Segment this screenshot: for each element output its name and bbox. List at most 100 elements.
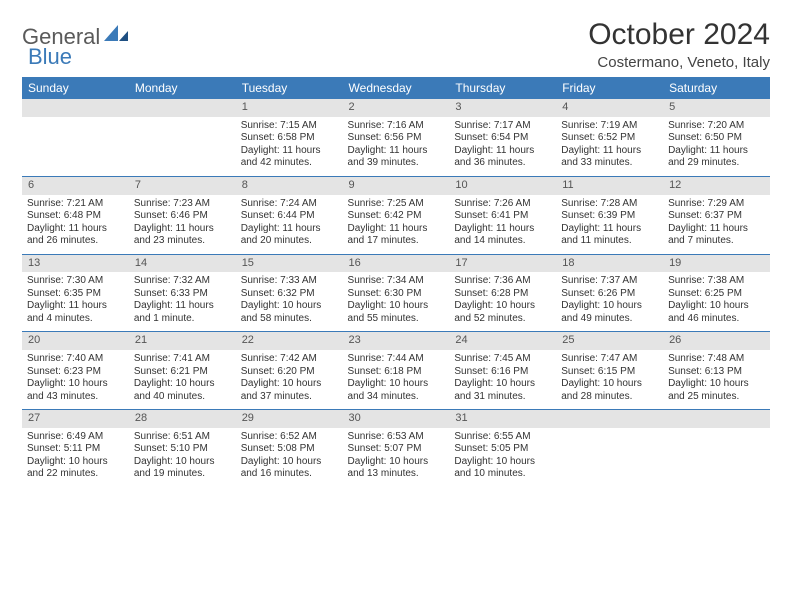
day-body: Sunrise: 7:33 AMSunset: 6:32 PMDaylight:… bbox=[236, 272, 343, 331]
day-body: Sunrise: 7:32 AMSunset: 6:33 PMDaylight:… bbox=[129, 272, 236, 331]
month-title: October 2024 bbox=[588, 18, 770, 52]
daylight-line: Daylight: 10 hours and 34 minutes. bbox=[348, 378, 445, 403]
daylight-line: Daylight: 11 hours and 29 minutes. bbox=[668, 145, 765, 170]
day-body: Sunrise: 6:53 AMSunset: 5:07 PMDaylight:… bbox=[343, 428, 450, 487]
logo-sail-icon bbox=[104, 25, 130, 50]
sunrise-line: Sunrise: 7:28 AM bbox=[561, 198, 658, 211]
sunrise-line: Sunrise: 7:30 AM bbox=[27, 275, 124, 288]
calendar-day-cell: 28Sunrise: 6:51 AMSunset: 5:10 PMDayligh… bbox=[129, 410, 236, 487]
sunrise-line: Sunrise: 7:38 AM bbox=[668, 275, 765, 288]
sunrise-line: Sunrise: 7:45 AM bbox=[454, 353, 551, 366]
sunrise-line: Sunrise: 7:34 AM bbox=[348, 275, 445, 288]
day-body: Sunrise: 7:44 AMSunset: 6:18 PMDaylight:… bbox=[343, 350, 450, 409]
sunset-line: Sunset: 5:10 PM bbox=[134, 443, 231, 456]
calendar-day-cell: 9Sunrise: 7:25 AMSunset: 6:42 PMDaylight… bbox=[343, 176, 450, 254]
day-number: 2 bbox=[343, 99, 450, 117]
calendar-day-cell: 19Sunrise: 7:38 AMSunset: 6:25 PMDayligh… bbox=[663, 254, 770, 332]
day-number: 1 bbox=[236, 99, 343, 117]
daylight-line: Daylight: 10 hours and 16 minutes. bbox=[241, 456, 338, 481]
sunrise-line: Sunrise: 7:24 AM bbox=[241, 198, 338, 211]
daylight-line: Daylight: 10 hours and 31 minutes. bbox=[454, 378, 551, 403]
day-body: Sunrise: 7:25 AMSunset: 6:42 PMDaylight:… bbox=[343, 195, 450, 254]
day-body: Sunrise: 6:51 AMSunset: 5:10 PMDaylight:… bbox=[129, 428, 236, 487]
sunset-line: Sunset: 6:28 PM bbox=[454, 288, 551, 301]
day-body bbox=[556, 428, 663, 486]
sunset-line: Sunset: 6:32 PM bbox=[241, 288, 338, 301]
sunset-line: Sunset: 6:46 PM bbox=[134, 210, 231, 223]
day-number: 28 bbox=[129, 410, 236, 428]
calendar-day-cell: 29Sunrise: 6:52 AMSunset: 5:08 PMDayligh… bbox=[236, 410, 343, 487]
weekday-header-row: Sunday Monday Tuesday Wednesday Thursday… bbox=[22, 77, 770, 99]
calendar-week-row: 20Sunrise: 7:40 AMSunset: 6:23 PMDayligh… bbox=[22, 332, 770, 410]
calendar-day-cell: 17Sunrise: 7:36 AMSunset: 6:28 PMDayligh… bbox=[449, 254, 556, 332]
day-body: Sunrise: 6:49 AMSunset: 5:11 PMDaylight:… bbox=[22, 428, 129, 487]
day-number: 11 bbox=[556, 177, 663, 195]
calendar-week-row: 13Sunrise: 7:30 AMSunset: 6:35 PMDayligh… bbox=[22, 254, 770, 332]
day-number: 31 bbox=[449, 410, 556, 428]
sunrise-line: Sunrise: 7:47 AM bbox=[561, 353, 658, 366]
sunrise-line: Sunrise: 7:16 AM bbox=[348, 120, 445, 133]
day-body: Sunrise: 7:26 AMSunset: 6:41 PMDaylight:… bbox=[449, 195, 556, 254]
daylight-line: Daylight: 10 hours and 19 minutes. bbox=[134, 456, 231, 481]
day-number: 17 bbox=[449, 255, 556, 273]
weekday-header: Thursday bbox=[449, 77, 556, 99]
sunrise-line: Sunrise: 7:48 AM bbox=[668, 353, 765, 366]
sunset-line: Sunset: 6:54 PM bbox=[454, 132, 551, 145]
day-body: Sunrise: 7:48 AMSunset: 6:13 PMDaylight:… bbox=[663, 350, 770, 409]
calendar-day-cell: 1 Sunrise: 7:15 AMSunset: 6:58 PMDaylight… bbox=[236, 99, 343, 176]
calendar-week-row: 6Sunrise: 7:21 AMSunset: 6:48 PMDaylight… bbox=[22, 176, 770, 254]
sunset-line: Sunset: 6:44 PM bbox=[241, 210, 338, 223]
sunset-line: Sunset: 6:18 PM bbox=[348, 366, 445, 379]
daylight-line: Daylight: 11 hours and 33 minutes. bbox=[561, 145, 658, 170]
calendar-day-cell: 8Sunrise: 7:24 AMSunset: 6:44 PMDaylight… bbox=[236, 176, 343, 254]
day-number: 24 bbox=[449, 332, 556, 350]
daylight-line: Daylight: 10 hours and 58 minutes. bbox=[241, 300, 338, 325]
day-number: 26 bbox=[663, 332, 770, 350]
calendar-day-cell: 27Sunrise: 6:49 AMSunset: 5:11 PMDayligh… bbox=[22, 410, 129, 487]
sunset-line: Sunset: 6:50 PM bbox=[668, 132, 765, 145]
calendar-day-cell: 18Sunrise: 7:37 AMSunset: 6:26 PMDayligh… bbox=[556, 254, 663, 332]
daylight-line: Daylight: 11 hours and 11 minutes. bbox=[561, 223, 658, 248]
sunrise-line: Sunrise: 7:44 AM bbox=[348, 353, 445, 366]
daylight-line: Daylight: 11 hours and 20 minutes. bbox=[241, 223, 338, 248]
daylight-line: Daylight: 11 hours and 42 minutes. bbox=[241, 145, 338, 170]
day-body: Sunrise: 7:24 AMSunset: 6:44 PMDaylight:… bbox=[236, 195, 343, 254]
sunset-line: Sunset: 6:30 PM bbox=[348, 288, 445, 301]
weekday-header: Friday bbox=[556, 77, 663, 99]
sunset-line: Sunset: 6:56 PM bbox=[348, 132, 445, 145]
day-number: 13 bbox=[22, 255, 129, 273]
calendar-week-row: 27Sunrise: 6:49 AMSunset: 5:11 PMDayligh… bbox=[22, 410, 770, 487]
day-number: 9 bbox=[343, 177, 450, 195]
day-body: Sunrise: 7:45 AMSunset: 6:16 PMDaylight:… bbox=[449, 350, 556, 409]
sunrise-line: Sunrise: 7:29 AM bbox=[668, 198, 765, 211]
day-body bbox=[22, 117, 129, 175]
sunrise-line: Sunrise: 6:53 AM bbox=[348, 431, 445, 444]
sunset-line: Sunset: 5:07 PM bbox=[348, 443, 445, 456]
calendar-day-cell: 15Sunrise: 7:33 AMSunset: 6:32 PMDayligh… bbox=[236, 254, 343, 332]
day-body: Sunrise: 7:28 AMSunset: 6:39 PMDaylight:… bbox=[556, 195, 663, 254]
daylight-line: Daylight: 11 hours and 14 minutes. bbox=[454, 223, 551, 248]
calendar-day-cell: 20Sunrise: 7:40 AMSunset: 6:23 PMDayligh… bbox=[22, 332, 129, 410]
day-number: 19 bbox=[663, 255, 770, 273]
sunset-line: Sunset: 6:16 PM bbox=[454, 366, 551, 379]
day-body: Sunrise: 7:47 AMSunset: 6:15 PMDaylight:… bbox=[556, 350, 663, 409]
sunset-line: Sunset: 6:33 PM bbox=[134, 288, 231, 301]
weekday-header: Monday bbox=[129, 77, 236, 99]
day-body: Sunrise: 7:36 AMSunset: 6:28 PMDaylight:… bbox=[449, 272, 556, 331]
day-number: 15 bbox=[236, 255, 343, 273]
calendar-day-cell: 6Sunrise: 7:21 AMSunset: 6:48 PMDaylight… bbox=[22, 176, 129, 254]
day-number bbox=[556, 410, 663, 428]
calendar-day-cell: 13Sunrise: 7:30 AMSunset: 6:35 PMDayligh… bbox=[22, 254, 129, 332]
sunrise-line: Sunrise: 7:42 AM bbox=[241, 353, 338, 366]
daylight-line: Daylight: 10 hours and 55 minutes. bbox=[348, 300, 445, 325]
sunset-line: Sunset: 6:20 PM bbox=[241, 366, 338, 379]
day-body: Sunrise: 7:40 AMSunset: 6:23 PMDaylight:… bbox=[22, 350, 129, 409]
calendar-day-cell: 2Sunrise: 7:16 AMSunset: 6:56 PMDaylight… bbox=[343, 99, 450, 176]
calendar-day-cell bbox=[129, 99, 236, 176]
day-number: 8 bbox=[236, 177, 343, 195]
sunrise-line: Sunrise: 7:37 AM bbox=[561, 275, 658, 288]
day-number: 23 bbox=[343, 332, 450, 350]
sunset-line: Sunset: 6:58 PM bbox=[241, 132, 338, 145]
day-body: Sunrise: 7:29 AMSunset: 6:37 PMDaylight:… bbox=[663, 195, 770, 254]
sunrise-line: Sunrise: 7:15 AM bbox=[241, 120, 338, 133]
